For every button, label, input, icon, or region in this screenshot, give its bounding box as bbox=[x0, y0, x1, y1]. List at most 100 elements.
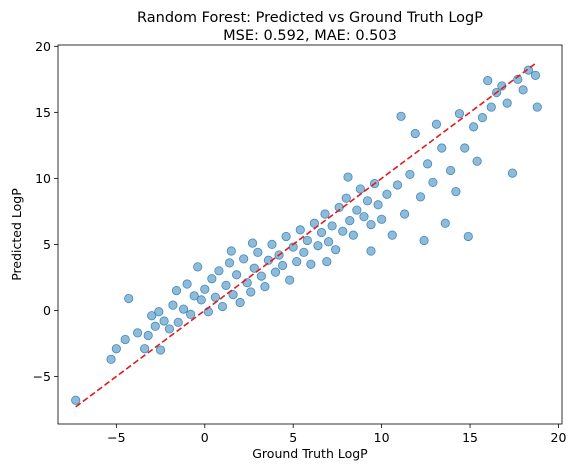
data-point bbox=[327, 221, 337, 231]
data-point bbox=[302, 235, 312, 246]
data-point bbox=[224, 258, 235, 268]
data-point bbox=[400, 209, 410, 219]
data-point bbox=[313, 241, 323, 251]
data-point bbox=[507, 168, 518, 178]
x-tick-label: 20 bbox=[551, 430, 567, 445]
data-point bbox=[454, 109, 465, 119]
data-point bbox=[221, 280, 231, 290]
y-tick-label: 0 bbox=[43, 303, 51, 318]
data-point bbox=[366, 219, 376, 230]
data-point bbox=[382, 189, 392, 199]
data-point bbox=[440, 218, 450, 228]
x-axis-label: Ground Truth LogP bbox=[252, 446, 368, 461]
data-point bbox=[322, 256, 332, 267]
x-axis: −5 0 5 10 15 20 bbox=[107, 424, 566, 445]
data-point bbox=[256, 271, 266, 281]
x-tick-label: 0 bbox=[201, 430, 209, 445]
data-point bbox=[366, 246, 376, 256]
data-point bbox=[530, 70, 541, 80]
y-axis: −5 0 5 10 15 20 bbox=[33, 39, 58, 384]
data-point bbox=[140, 344, 150, 354]
data-point bbox=[422, 159, 433, 169]
x-tick-label: −5 bbox=[107, 430, 125, 445]
data-point bbox=[428, 177, 438, 187]
data-point bbox=[178, 304, 189, 314]
data-point bbox=[281, 231, 291, 242]
data-point bbox=[260, 282, 270, 292]
data-point bbox=[124, 293, 134, 304]
points-layer bbox=[71, 65, 542, 405]
chart-title: Random Forest: Predicted vs Ground Truth… bbox=[137, 10, 483, 26]
data-point bbox=[477, 113, 488, 123]
data-point bbox=[518, 85, 528, 95]
data-point bbox=[502, 98, 512, 108]
data-point bbox=[463, 231, 473, 242]
data-point bbox=[182, 279, 192, 289]
y-tick-label: 5 bbox=[43, 237, 51, 252]
data-point bbox=[320, 209, 330, 219]
data-point bbox=[483, 76, 493, 86]
data-point bbox=[203, 307, 213, 317]
data-point bbox=[111, 344, 121, 354]
data-point bbox=[247, 238, 258, 248]
data-point bbox=[267, 239, 277, 250]
data-point bbox=[186, 309, 196, 319]
data-point bbox=[106, 354, 116, 364]
data-point bbox=[348, 230, 358, 240]
data-point bbox=[226, 246, 236, 256]
data-point bbox=[460, 143, 470, 153]
data-point bbox=[405, 169, 415, 180]
reference-line bbox=[75, 62, 536, 408]
data-point bbox=[513, 74, 523, 84]
data-point bbox=[292, 256, 302, 267]
data-point bbox=[306, 259, 316, 269]
data-point bbox=[207, 274, 217, 284]
x-tick-label: 15 bbox=[462, 430, 478, 445]
data-point bbox=[285, 275, 295, 285]
data-point bbox=[270, 267, 281, 277]
data-point bbox=[253, 247, 263, 257]
x-tick-label: 10 bbox=[374, 430, 390, 445]
data-point bbox=[331, 245, 341, 255]
data-point bbox=[309, 218, 320, 228]
data-point bbox=[214, 266, 224, 276]
data-point bbox=[154, 307, 164, 317]
x-tick-label: 5 bbox=[289, 430, 297, 445]
data-point bbox=[377, 214, 387, 224]
data-point bbox=[295, 225, 305, 235]
data-point bbox=[164, 324, 175, 334]
y-tick-label: −5 bbox=[33, 369, 51, 384]
data-point bbox=[419, 235, 429, 246]
data-point bbox=[173, 317, 183, 327]
data-point bbox=[249, 263, 259, 273]
data-point bbox=[147, 311, 157, 321]
data-point bbox=[200, 284, 210, 294]
data-point bbox=[341, 193, 351, 203]
data-point bbox=[150, 321, 160, 331]
data-point bbox=[410, 128, 420, 139]
data-point bbox=[437, 143, 447, 153]
data-point bbox=[120, 334, 130, 345]
data-point bbox=[415, 192, 426, 202]
y-axis-label: Predicted LogP bbox=[9, 188, 24, 281]
data-point bbox=[132, 328, 143, 338]
data-point bbox=[472, 156, 482, 166]
data-point bbox=[352, 205, 362, 215]
data-point bbox=[359, 212, 369, 222]
y-tick-label: 20 bbox=[35, 39, 51, 54]
data-point bbox=[373, 200, 383, 210]
data-point bbox=[242, 278, 252, 288]
data-point bbox=[345, 216, 355, 226]
data-point bbox=[396, 111, 406, 121]
plot-frame bbox=[57, 44, 563, 425]
data-point bbox=[210, 292, 220, 302]
data-point bbox=[168, 300, 178, 310]
data-point bbox=[228, 289, 238, 300]
y-tick-label: 15 bbox=[35, 105, 51, 120]
data-point bbox=[193, 262, 203, 272]
data-point bbox=[392, 180, 403, 190]
data-point bbox=[155, 345, 166, 355]
data-point bbox=[445, 165, 456, 176]
data-point bbox=[468, 122, 479, 132]
